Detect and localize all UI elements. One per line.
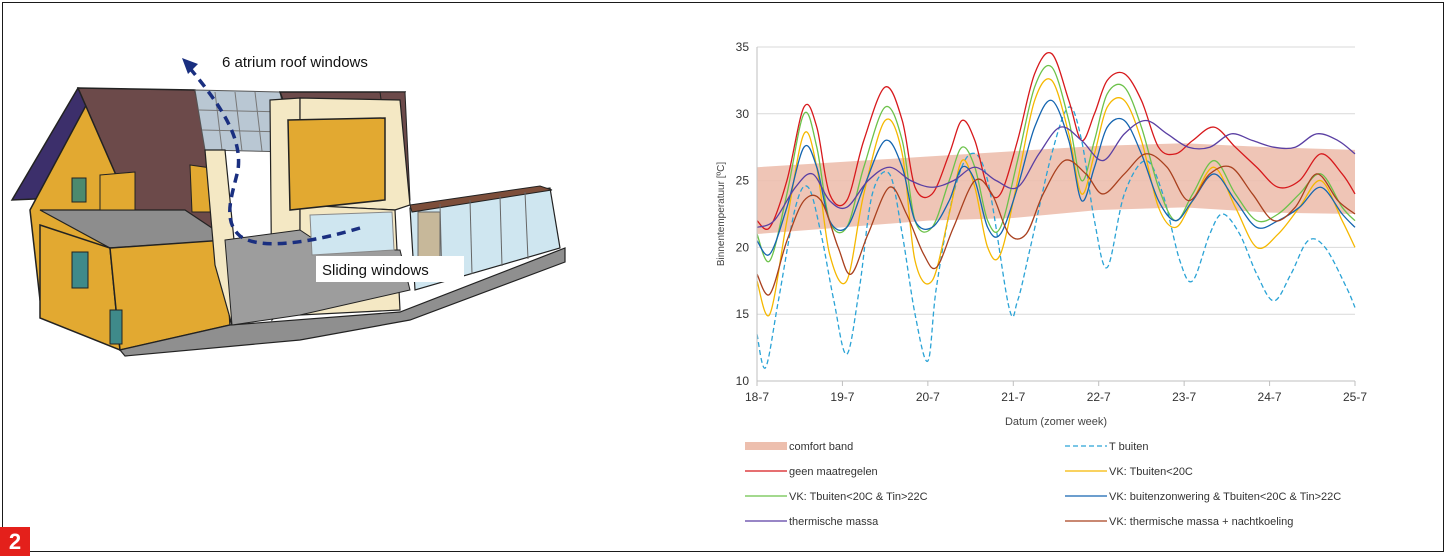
temperature-chart: 10 15 20 25 30 35 18-7 19-7 20-7 21-7 22-7 23-7 24-7… <box>716 40 1368 528</box>
window-left-upper <box>71 177 87 203</box>
series-lines <box>756 52 1356 369</box>
x-axis-label: Datum (zomer week) <box>1005 416 1107 428</box>
series-line-vk_tin <box>756 64 1356 263</box>
y-tick-label: 20 <box>736 240 750 254</box>
x-tick-label: 19-7 <box>830 390 854 404</box>
legend: comfort band T buiten geen maatregelen VK: … <box>745 441 1341 528</box>
y-tick-label: 30 <box>736 107 750 121</box>
label-roof-windows: 6 atrium roof windows <box>222 54 368 71</box>
y-tick-label: 15 <box>736 307 750 321</box>
floor-ground <box>118 247 566 357</box>
window-left-lower <box>71 251 89 289</box>
panel-upper-left <box>99 171 136 211</box>
sunroom-roof <box>409 185 553 213</box>
x-tick-label: 23-7 <box>1172 390 1196 404</box>
window-corner <box>109 309 123 345</box>
airflow-arrow <box>186 64 361 246</box>
x-tick-label: 25-7 <box>1343 390 1367 404</box>
legend-swatch-comfort <box>745 442 787 450</box>
axes: 10 15 20 25 30 35 18-7 19-7 20-7 21-7 22-7 23-7 24-7… <box>736 40 1368 404</box>
series-line-vk_tbuiten <box>756 78 1356 317</box>
y-tick-label: 25 <box>736 174 750 188</box>
label-sliding-windows: Sliding windows <box>322 262 429 279</box>
series-line-thermische <box>756 119 1356 228</box>
legend-label-massa_nacht: VK: thermische massa + nachtkoeling <box>1109 516 1293 528</box>
series-line-massa_nacht <box>756 153 1356 296</box>
x-tick-label: 24-7 <box>1258 390 1282 404</box>
series-line-geen <box>756 52 1356 230</box>
x-tick-label: 20-7 <box>916 390 940 404</box>
room-upper-right <box>287 117 386 211</box>
y-tick-label: 10 <box>736 374 750 388</box>
x-tick-label: 22-7 <box>1087 390 1111 404</box>
legend-label-geen: geen maatregelen <box>789 466 878 478</box>
legend-label-t_buiten: T buiten <box>1109 441 1149 453</box>
arrow-head-icon <box>182 58 198 74</box>
legend-label-thermische: thermische massa <box>789 516 879 528</box>
x-tick-label: 18-7 <box>745 390 769 404</box>
legend-label-vk_tbuiten: VK: Tbuiten<20C <box>1109 466 1193 478</box>
label-sliding-bg <box>316 256 464 282</box>
figure-number-badge: 2 <box>0 527 30 556</box>
y-axis-label: Binnentemperatuur [ºC] <box>716 162 727 266</box>
series-line-vk_zonwering <box>756 99 1356 256</box>
glass-atrium <box>309 211 395 256</box>
y-tick-label: 35 <box>736 40 750 54</box>
legend-label-comfort: comfort band <box>789 441 853 453</box>
x-tick-label: 21-7 <box>1001 390 1025 404</box>
series-line-t_buiten <box>756 106 1356 369</box>
legend-label-vk_tin: VK: Tbuiten<20C & Tin>22C <box>789 491 928 503</box>
house-illustration: 6 atrium roof windows Sliding windows <box>10 54 566 357</box>
legend-label-vk_zonwering: VK: buitenzonwering & Tbuiten<20C & Tin>… <box>1109 491 1341 503</box>
